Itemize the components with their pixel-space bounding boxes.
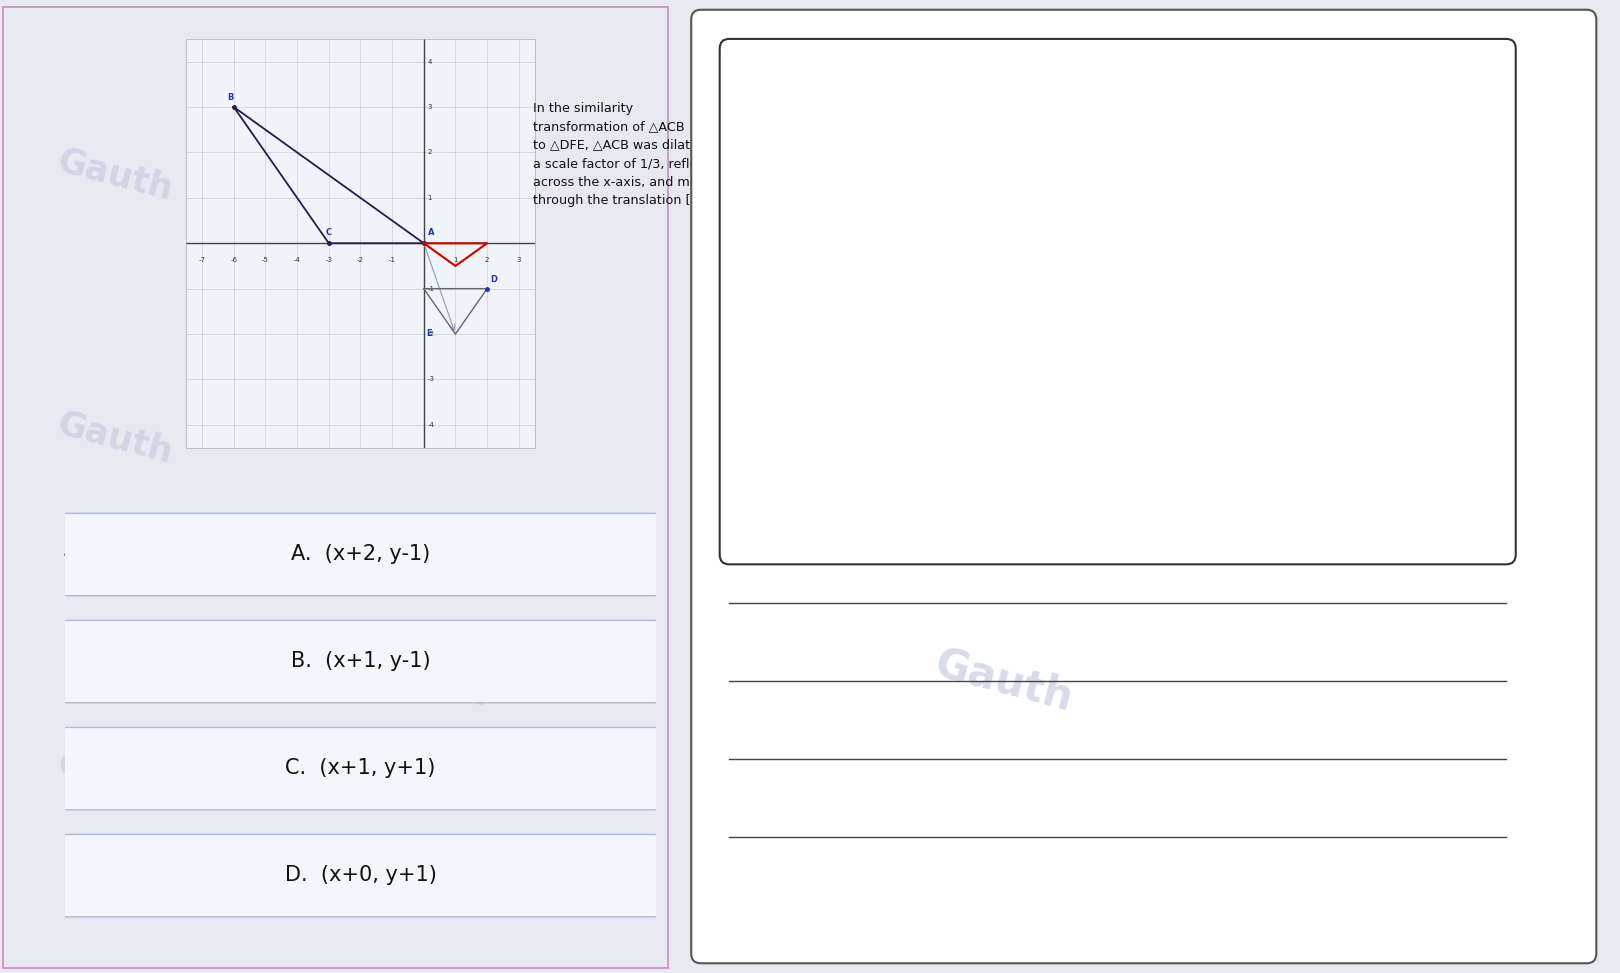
Text: In the similarity
transformation of △ACB
to △DFE, △ACB was dilated by
a scale fa: In the similarity transformation of △ACB… [533, 102, 726, 207]
Text: Gauth: Gauth [369, 211, 492, 275]
Text: Gauth: Gauth [930, 642, 1077, 720]
Text: -4: -4 [293, 257, 301, 263]
Text: -7: -7 [199, 257, 206, 263]
FancyBboxPatch shape [719, 39, 1516, 564]
Text: 3: 3 [428, 104, 433, 110]
Text: Gauth: Gauth [930, 156, 1077, 234]
FancyBboxPatch shape [57, 728, 664, 810]
Text: Gauth: Gauth [53, 746, 177, 811]
Text: -3: -3 [428, 377, 434, 382]
Text: Gauth: Gauth [369, 649, 492, 713]
Text: -6: -6 [230, 257, 237, 263]
Text: A.  (x+2, y-1): A. (x+2, y-1) [292, 544, 429, 563]
Text: -5: -5 [262, 257, 269, 263]
Text: -1: -1 [428, 286, 434, 292]
Text: B: B [227, 93, 233, 102]
Text: E: E [426, 329, 433, 339]
Text: A: A [428, 228, 434, 237]
Text: -1: -1 [389, 257, 395, 263]
Text: Gauth: Gauth [53, 143, 177, 207]
Text: Gauth: Gauth [1369, 162, 1492, 227]
Text: D.  (x+0, y+1): D. (x+0, y+1) [285, 865, 436, 884]
Text: Gauth: Gauth [53, 406, 177, 470]
Text: Gauth: Gauth [1215, 399, 1362, 477]
Text: 3: 3 [517, 257, 522, 263]
Text: -4: -4 [428, 422, 434, 428]
Text: B.  (x+1, y-1): B. (x+1, y-1) [290, 651, 431, 670]
Text: -2: -2 [356, 257, 364, 263]
FancyBboxPatch shape [692, 10, 1596, 963]
Text: 4: 4 [428, 58, 433, 64]
Text: -2: -2 [428, 331, 434, 337]
FancyBboxPatch shape [57, 835, 664, 917]
Text: 2: 2 [484, 257, 489, 263]
Text: C.  (x+1, y+1): C. (x+1, y+1) [285, 758, 436, 777]
Text: D: D [491, 274, 497, 284]
Text: -3: -3 [326, 257, 332, 263]
Text: C: C [326, 228, 332, 237]
Text: 1: 1 [428, 195, 433, 200]
Text: 2: 2 [428, 150, 433, 156]
FancyBboxPatch shape [57, 514, 664, 595]
FancyBboxPatch shape [57, 621, 664, 703]
Text: 1: 1 [454, 257, 458, 263]
